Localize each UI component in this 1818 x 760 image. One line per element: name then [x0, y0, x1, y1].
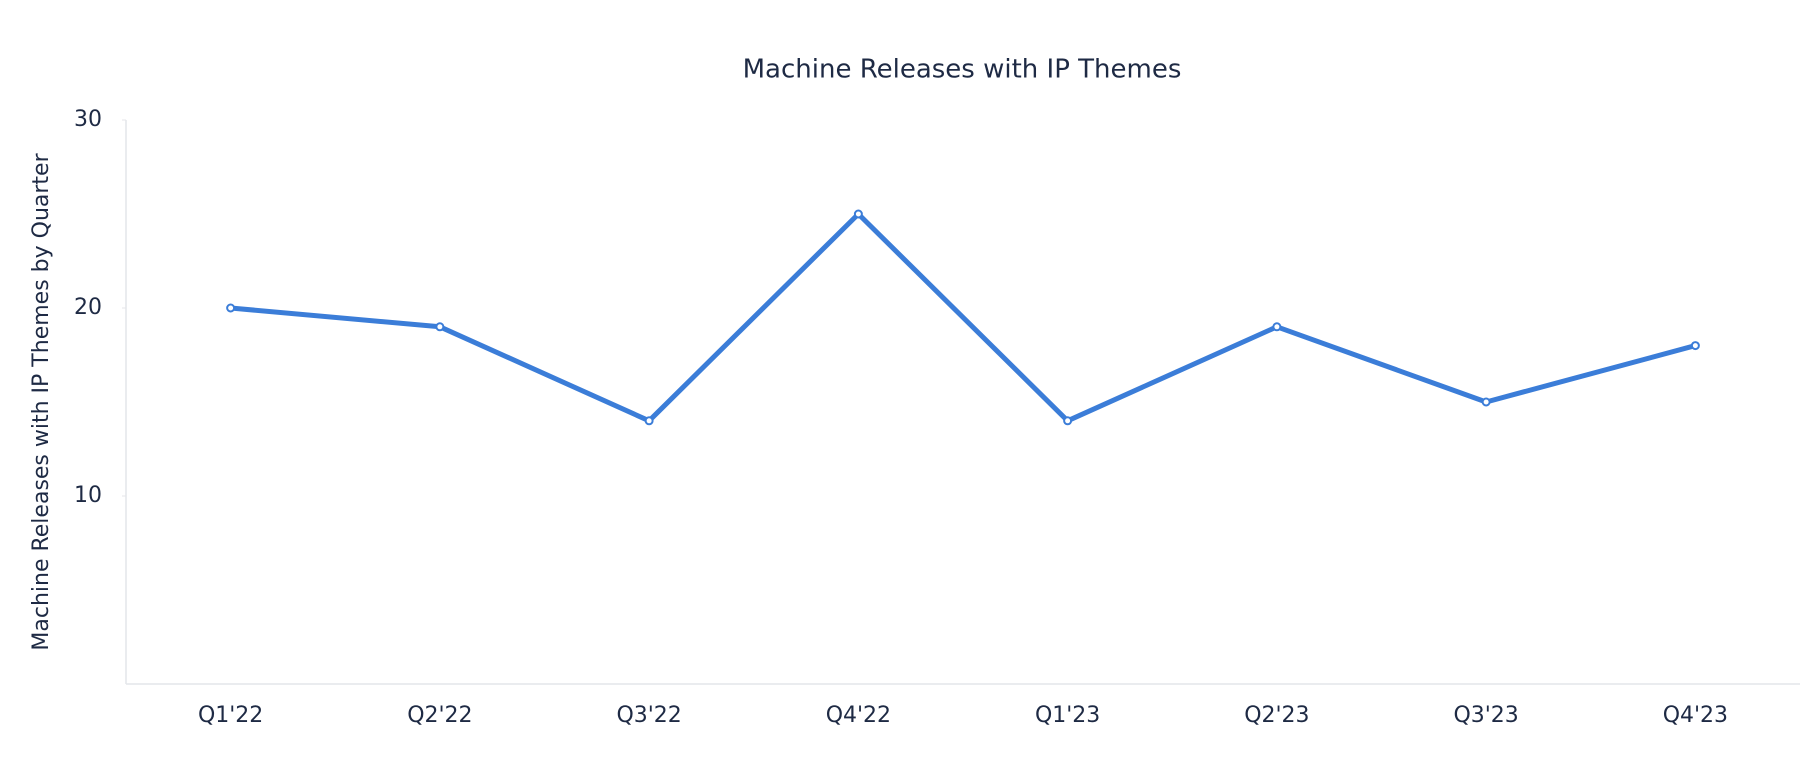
- point: [644, 416, 654, 426]
- x-tick-label: Q4'23: [1663, 703, 1728, 728]
- y-tick-label: 20: [74, 295, 102, 320]
- x-tick-label: Q2'22: [407, 703, 472, 728]
- x-tick-label: Q4'22: [826, 703, 891, 728]
- point: [226, 303, 236, 313]
- x-tick-label: Q3'23: [1453, 703, 1518, 728]
- point: [1690, 341, 1700, 351]
- y-axis-label: Machine Releases with IP Themes by Quart…: [29, 152, 54, 650]
- point: [435, 322, 445, 332]
- point: [1272, 322, 1282, 332]
- point: [853, 209, 863, 219]
- point: [1481, 397, 1491, 407]
- x-tick-label: Q2'23: [1244, 703, 1309, 728]
- x-tick-label: Q1'22: [198, 703, 263, 728]
- line: [230, 211, 1697, 424]
- y-tick-label: 10: [74, 483, 102, 508]
- point: [1063, 416, 1073, 426]
- x-tick-label: Q3'22: [616, 703, 681, 728]
- chart-title: Machine Releases with IP Themes: [743, 55, 1182, 85]
- y-tick-label: 30: [74, 107, 102, 132]
- x-tick-label: Q1'23: [1035, 703, 1100, 728]
